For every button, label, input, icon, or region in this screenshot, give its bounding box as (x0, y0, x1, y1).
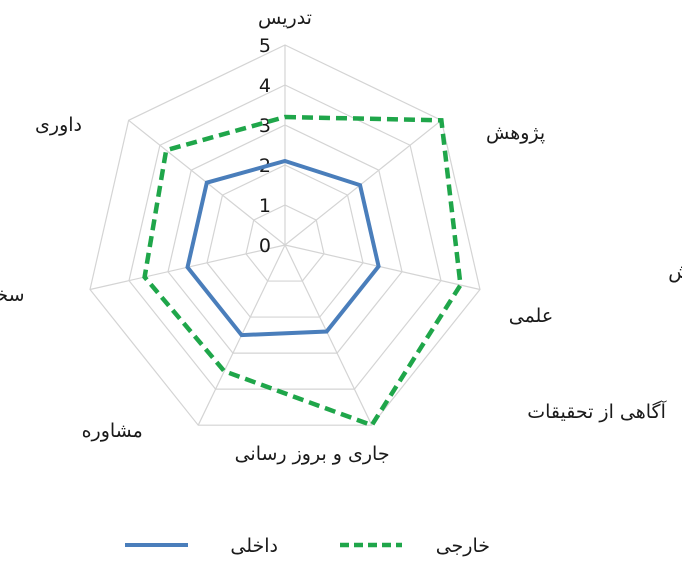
category-label: تدریس (258, 7, 312, 29)
category-label-line: پژوهش (486, 122, 545, 144)
legend-label: خارجی (436, 535, 490, 557)
category-label-line: مشاوره (82, 420, 143, 442)
grid-ring-1 (245, 204, 325, 282)
category-label: داوری (35, 114, 82, 136)
category-label: مشاوره (82, 420, 143, 442)
category-label-line: سخنرانی (0, 284, 25, 306)
category-label-line: نگارش مقاله یا گزارش (668, 260, 682, 283)
category-label-line: تدریس (258, 7, 312, 29)
spoke-2 (284, 244, 481, 291)
category-labels: تدریس پژوهش نگارش مقاله یا گزارش علمی آگاهی … (0, 7, 682, 465)
legend-item: خارجی (340, 535, 490, 557)
legend-item: داخلی (125, 535, 278, 557)
category-label-line: علمی (509, 305, 553, 327)
category-label: نگارش مقاله یا گزارش علمی (509, 260, 682, 327)
tick-label: 0 (259, 235, 271, 257)
series-line (142, 114, 463, 428)
category-label-line: داوری (35, 114, 82, 136)
spoke-1 (284, 119, 442, 246)
category-label-line: جاری و بروز رسانی (235, 443, 390, 465)
legend: داخلی خارجی (125, 535, 490, 557)
grid-ring-5 (89, 44, 481, 426)
tick-label: 4 (259, 75, 271, 97)
category-label: سخنرانی (0, 284, 25, 306)
spoke-3 (284, 244, 373, 426)
category-label: آگاهی از تحقیقات جاری و بروز رسانی (235, 399, 667, 465)
category-label: پژوهش (486, 122, 545, 144)
tick-label: 5 (259, 35, 271, 57)
category-label-line: آگاهی از تحقیقات (527, 399, 666, 423)
series-line (185, 158, 381, 338)
series-lines (142, 114, 463, 428)
radar-grid (89, 44, 481, 426)
legend-label: داخلی (230, 535, 278, 557)
grid-ring-4 (128, 84, 442, 390)
grid-ring-2 (206, 164, 364, 318)
tick-label: 1 (259, 195, 271, 217)
grid-ring-3 (167, 124, 403, 354)
